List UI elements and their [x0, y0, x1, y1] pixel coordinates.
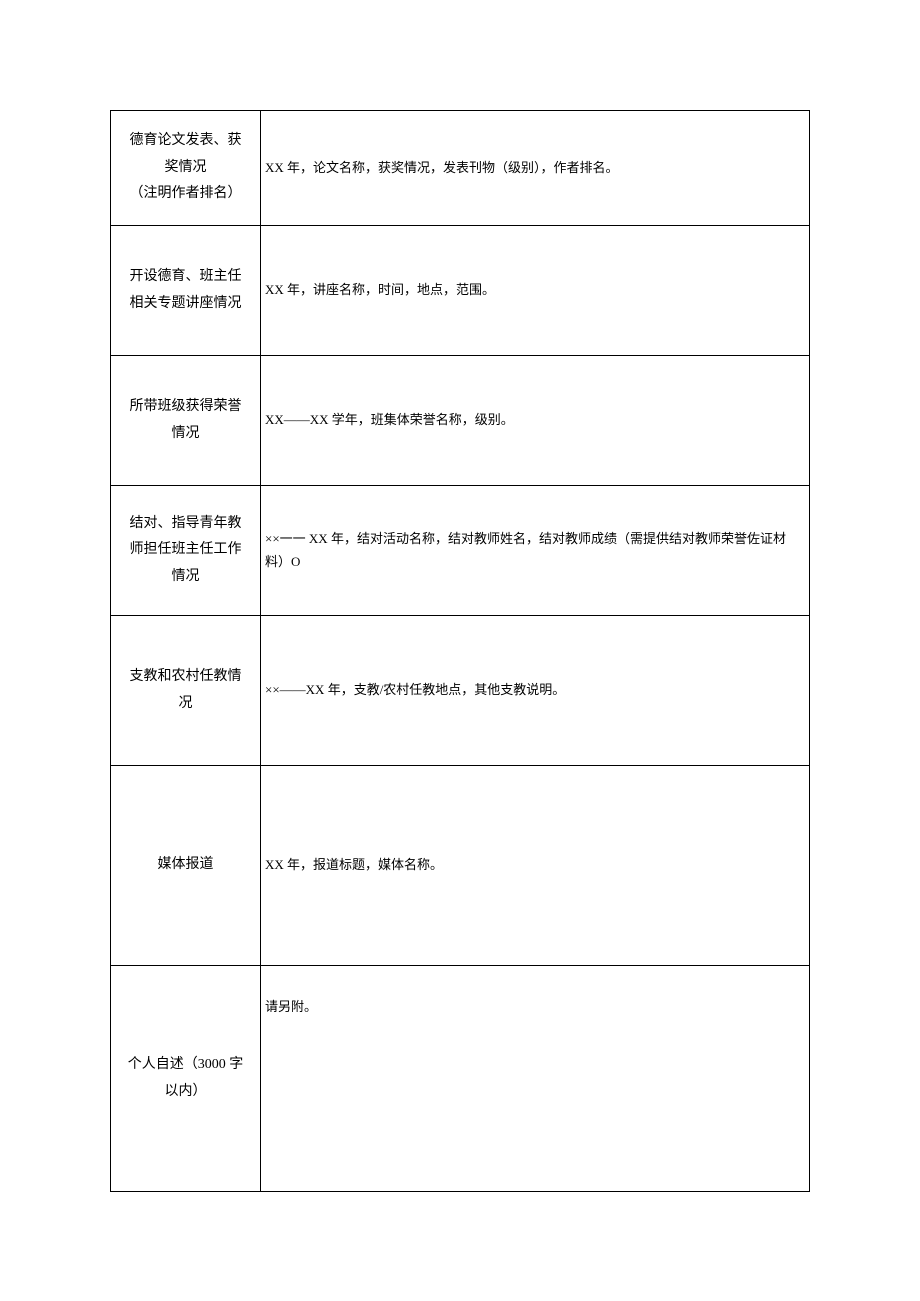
- label-line: 结对、指导青年教: [130, 511, 242, 538]
- row-label: 支教和农村任教情 况: [111, 616, 261, 765]
- table-row: 个人自述（3000 字 以内） 请另附。: [111, 966, 809, 1191]
- label-line: 所带班级获得荣誉: [130, 394, 242, 421]
- label-line: 奖情况: [165, 155, 207, 182]
- row-content: XX 年，报道标题，媒体名称。: [261, 766, 809, 965]
- row-label: 个人自述（3000 字 以内）: [111, 966, 261, 1191]
- label-line: 支教和农村任教情: [130, 664, 242, 691]
- table-row: 德育论文发表、获 奖情况 （注明作者排名） XX 年，论文名称，获奖情况，发表刊…: [111, 111, 809, 226]
- table-row: 媒体报道 XX 年，报道标题，媒体名称。: [111, 766, 809, 966]
- label-line: 师担任班主任工作: [130, 537, 242, 564]
- row-label: 开设德育、班主任 相关专题讲座情况: [111, 226, 261, 355]
- table-row: 支教和农村任教情 况 ××——XX 年，支教/农村任教地点，其他支教说明。: [111, 616, 809, 766]
- row-label: 所带班级获得荣誉 情况: [111, 356, 261, 485]
- label-line: 情况: [172, 421, 200, 448]
- table-row: 开设德育、班主任 相关专题讲座情况 XX 年，讲座名称，时间，地点，范围。: [111, 226, 809, 356]
- label-line: 相关专题讲座情况: [130, 291, 242, 318]
- label-line: 媒体报道: [158, 852, 214, 879]
- row-content: ××——XX 年，支教/农村任教地点，其他支教说明。: [261, 616, 809, 765]
- row-content: 请另附。: [261, 966, 809, 1191]
- label-line: 以内）: [165, 1079, 207, 1106]
- label-line: 情况: [172, 564, 200, 591]
- form-table: 德育论文发表、获 奖情况 （注明作者排名） XX 年，论文名称，获奖情况，发表刊…: [110, 110, 810, 1192]
- table-row: 所带班级获得荣誉 情况 XX——XX 学年，班集体荣誉名称，级别。: [111, 356, 809, 486]
- table-row: 结对、指导青年教 师担任班主任工作 情况 ××一一 XX 年，结对活动名称，结对…: [111, 486, 809, 616]
- label-line: （注明作者排名）: [130, 181, 242, 208]
- label-line: 德育论文发表、获: [130, 128, 242, 155]
- row-content: XX 年，讲座名称，时间，地点，范围。: [261, 226, 809, 355]
- row-label: 德育论文发表、获 奖情况 （注明作者排名）: [111, 111, 261, 225]
- row-content: XX——XX 学年，班集体荣誉名称，级别。: [261, 356, 809, 485]
- label-line: 个人自述（3000 字: [128, 1052, 244, 1079]
- row-label: 媒体报道: [111, 766, 261, 965]
- label-line: 开设德育、班主任: [130, 264, 242, 291]
- row-label: 结对、指导青年教 师担任班主任工作 情况: [111, 486, 261, 615]
- label-line: 况: [179, 691, 193, 718]
- row-content: ××一一 XX 年，结对活动名称，结对教师姓名，结对教师成绩（需提供结对教师荣誉…: [261, 486, 809, 615]
- row-content: XX 年，论文名称，获奖情况，发表刊物（级别），作者排名。: [261, 111, 809, 225]
